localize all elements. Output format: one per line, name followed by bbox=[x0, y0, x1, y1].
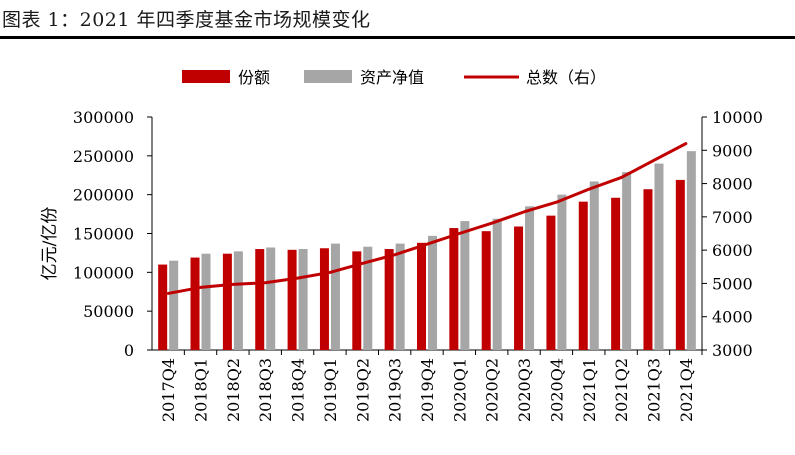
legend: 份额 资产净值 总数（右） bbox=[182, 68, 606, 87]
x-tick-label: 2019Q4 bbox=[418, 358, 437, 422]
title-bar: 图表 1：2021 年四季度基金市场规模变化 bbox=[0, 0, 795, 40]
bar-net-assets bbox=[525, 206, 535, 350]
bar-shares bbox=[222, 253, 232, 350]
bar-net-assets bbox=[363, 246, 373, 350]
x-tick-label: 2018Q3 bbox=[256, 358, 275, 422]
bar-net-assets bbox=[266, 247, 276, 350]
bar-shares bbox=[287, 249, 297, 350]
bar-net-assets bbox=[460, 221, 470, 350]
chart-title: 图表 1：2021 年四季度基金市场规模变化 bbox=[2, 9, 371, 31]
tick-labels: 300000 250000 200000 150000 100000 50000 0 1000… bbox=[40, 108, 763, 422]
right-tick-label: 10000 bbox=[712, 108, 763, 127]
left-tick-label: 100000 bbox=[73, 263, 134, 282]
right-tick-label: 6000 bbox=[712, 241, 753, 260]
right-tick-label: 3000 bbox=[712, 341, 753, 360]
x-tick-label: 2020Q2 bbox=[483, 358, 502, 422]
bar-shares bbox=[417, 242, 426, 350]
bar-net-assets bbox=[557, 194, 567, 350]
right-tick-label: 5000 bbox=[712, 274, 753, 293]
left-tick-label: 200000 bbox=[73, 186, 134, 205]
bar-shares bbox=[514, 226, 524, 350]
axes bbox=[147, 116, 707, 355]
left-tick-label: 150000 bbox=[73, 225, 134, 244]
bar-net-assets bbox=[330, 243, 340, 350]
bar-net-assets bbox=[654, 163, 664, 350]
x-tick-label: 2017Q4 bbox=[159, 358, 178, 422]
left-tick-label: 300000 bbox=[73, 108, 134, 127]
bar-shares bbox=[255, 249, 265, 350]
legend-label-net-assets: 资产净值 bbox=[360, 68, 424, 87]
right-tick-label: 9000 bbox=[712, 141, 753, 160]
bar-shares bbox=[449, 228, 459, 350]
bar-net-assets bbox=[298, 249, 308, 350]
x-tick-label: 2021Q2 bbox=[612, 358, 631, 422]
x-tick-label: 2018Q2 bbox=[224, 358, 243, 422]
legend-label-total: 总数（右） bbox=[526, 68, 606, 87]
left-tick-label: 50000 bbox=[83, 302, 134, 321]
x-tick-label: 2020Q3 bbox=[515, 358, 534, 422]
bar-shares bbox=[384, 249, 394, 350]
x-tick-label: 2021Q4 bbox=[677, 358, 696, 422]
bar-net-assets bbox=[395, 243, 405, 350]
left-tick-label: 0 bbox=[124, 341, 134, 360]
bar-net-assets bbox=[622, 172, 632, 350]
legend-swatch-shares bbox=[182, 70, 230, 83]
legend-swatch-net-assets bbox=[304, 70, 352, 83]
bar-shares bbox=[319, 248, 329, 350]
bar-shares bbox=[546, 215, 556, 350]
bar-shares bbox=[190, 257, 200, 350]
bar-shares bbox=[675, 179, 685, 350]
bar-shares bbox=[481, 231, 491, 350]
x-tick-label: 2020Q1 bbox=[450, 358, 469, 422]
bar-net-assets bbox=[201, 253, 211, 350]
bar-net-assets bbox=[428, 235, 437, 350]
bar-shares bbox=[643, 189, 653, 350]
bar-net-assets bbox=[589, 181, 599, 350]
right-tick-label: 8000 bbox=[712, 175, 753, 194]
x-tick-label: 2018Q1 bbox=[192, 358, 211, 422]
line-series bbox=[166, 142, 688, 295]
bar-shares bbox=[578, 201, 588, 350]
title-rule bbox=[0, 36, 795, 39]
x-tick-label: 2021Q3 bbox=[644, 358, 663, 422]
bar-shares bbox=[611, 197, 621, 350]
x-tick-label: 2020Q4 bbox=[547, 358, 566, 422]
bar-net-assets bbox=[492, 218, 502, 350]
line-total-count bbox=[166, 142, 688, 295]
left-tick-label: 250000 bbox=[73, 147, 134, 166]
x-tick-label: 2021Q1 bbox=[580, 358, 599, 422]
legend-label-shares: 份额 bbox=[238, 68, 270, 87]
right-tick-label: 4000 bbox=[712, 308, 753, 327]
bar-shares bbox=[158, 264, 168, 350]
bar-net-assets bbox=[686, 151, 696, 350]
bar-net-assets bbox=[233, 251, 243, 350]
y-axis-label: 亿元/亿份 bbox=[40, 207, 60, 281]
x-tick-label: 2018Q4 bbox=[289, 358, 308, 422]
x-tick-label: 2019Q3 bbox=[386, 358, 405, 422]
bars bbox=[158, 151, 696, 350]
bar-shares bbox=[352, 251, 362, 350]
bar-net-assets bbox=[169, 260, 179, 350]
x-tick-label: 2019Q1 bbox=[321, 358, 340, 422]
right-tick-label: 7000 bbox=[712, 208, 753, 227]
x-tick-label: 2019Q2 bbox=[353, 358, 372, 422]
